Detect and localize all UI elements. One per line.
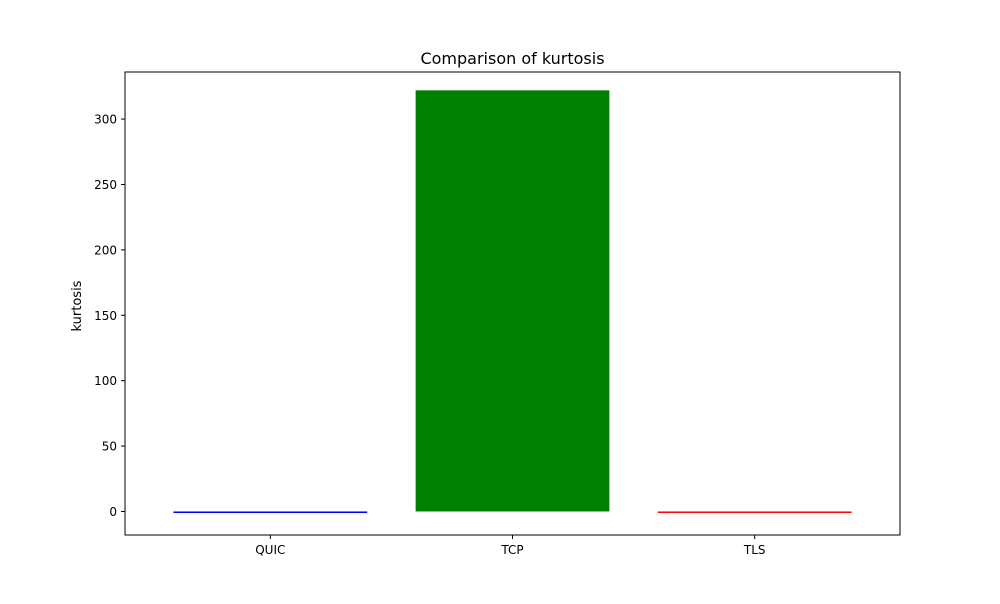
y-tick-label: 0	[109, 505, 117, 519]
bar-tls	[657, 511, 852, 513]
y-tick-label: 250	[94, 178, 117, 192]
x-tick-label-tcp: TCP	[500, 543, 523, 557]
x-tick-label-quic: QUIC	[255, 543, 285, 557]
y-tick-label: 300	[94, 113, 117, 127]
y-tick-label: 150	[94, 309, 117, 323]
y-tick-label: 100	[94, 374, 117, 388]
bar-tcp	[415, 90, 610, 512]
chart-title: Comparison of kurtosis	[420, 49, 604, 68]
y-tick-label: 50	[102, 440, 117, 454]
bars-layer	[173, 90, 852, 514]
y-tick-label: 200	[94, 243, 117, 257]
bar-quic	[173, 511, 368, 514]
y-axis-label: kurtosis	[70, 280, 85, 331]
plot-frame	[124, 71, 901, 536]
y-axis-ticks: 0 50 100 150 200 250 300	[94, 113, 125, 519]
x-tick-label-tls: TLS	[743, 543, 766, 557]
x-axis-ticks: QUIC TCP TLS	[255, 535, 766, 557]
